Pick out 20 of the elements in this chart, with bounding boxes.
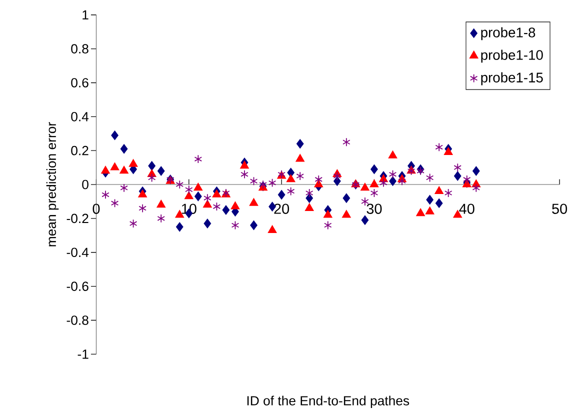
x-tick-label: 40 [459,203,474,214]
y-tick-label: -1 [78,349,88,359]
y-tick-label: 0.4 [71,112,89,122]
y-axis-title: mean prediction error [46,122,59,246]
x-tick-label: 30 [366,203,382,214]
y-tick-label: 0.2 [71,146,88,156]
y-tick-label: 1 [82,10,88,20]
legend-label: probe1-10 [481,50,543,62]
x-axis-title: ID of the End-to-End pathes [247,396,410,408]
y-tick-label: -0.2 [66,214,88,223]
y-tick-label: 0.8 [71,44,88,54]
legend-label: probe1-15 [481,72,543,85]
y-tick-label: 0 [82,180,88,189]
legend-label: probe1-8 [481,26,536,40]
y-tick-label: -0.8 [66,315,88,325]
y-tick-label: -0.6 [66,281,88,291]
y-tick-label: -0.4 [66,248,89,257]
x-tick-label: 20 [274,203,290,214]
y-tick-label: 0.6 [71,78,88,88]
x-tick-label: 50 [552,203,568,214]
